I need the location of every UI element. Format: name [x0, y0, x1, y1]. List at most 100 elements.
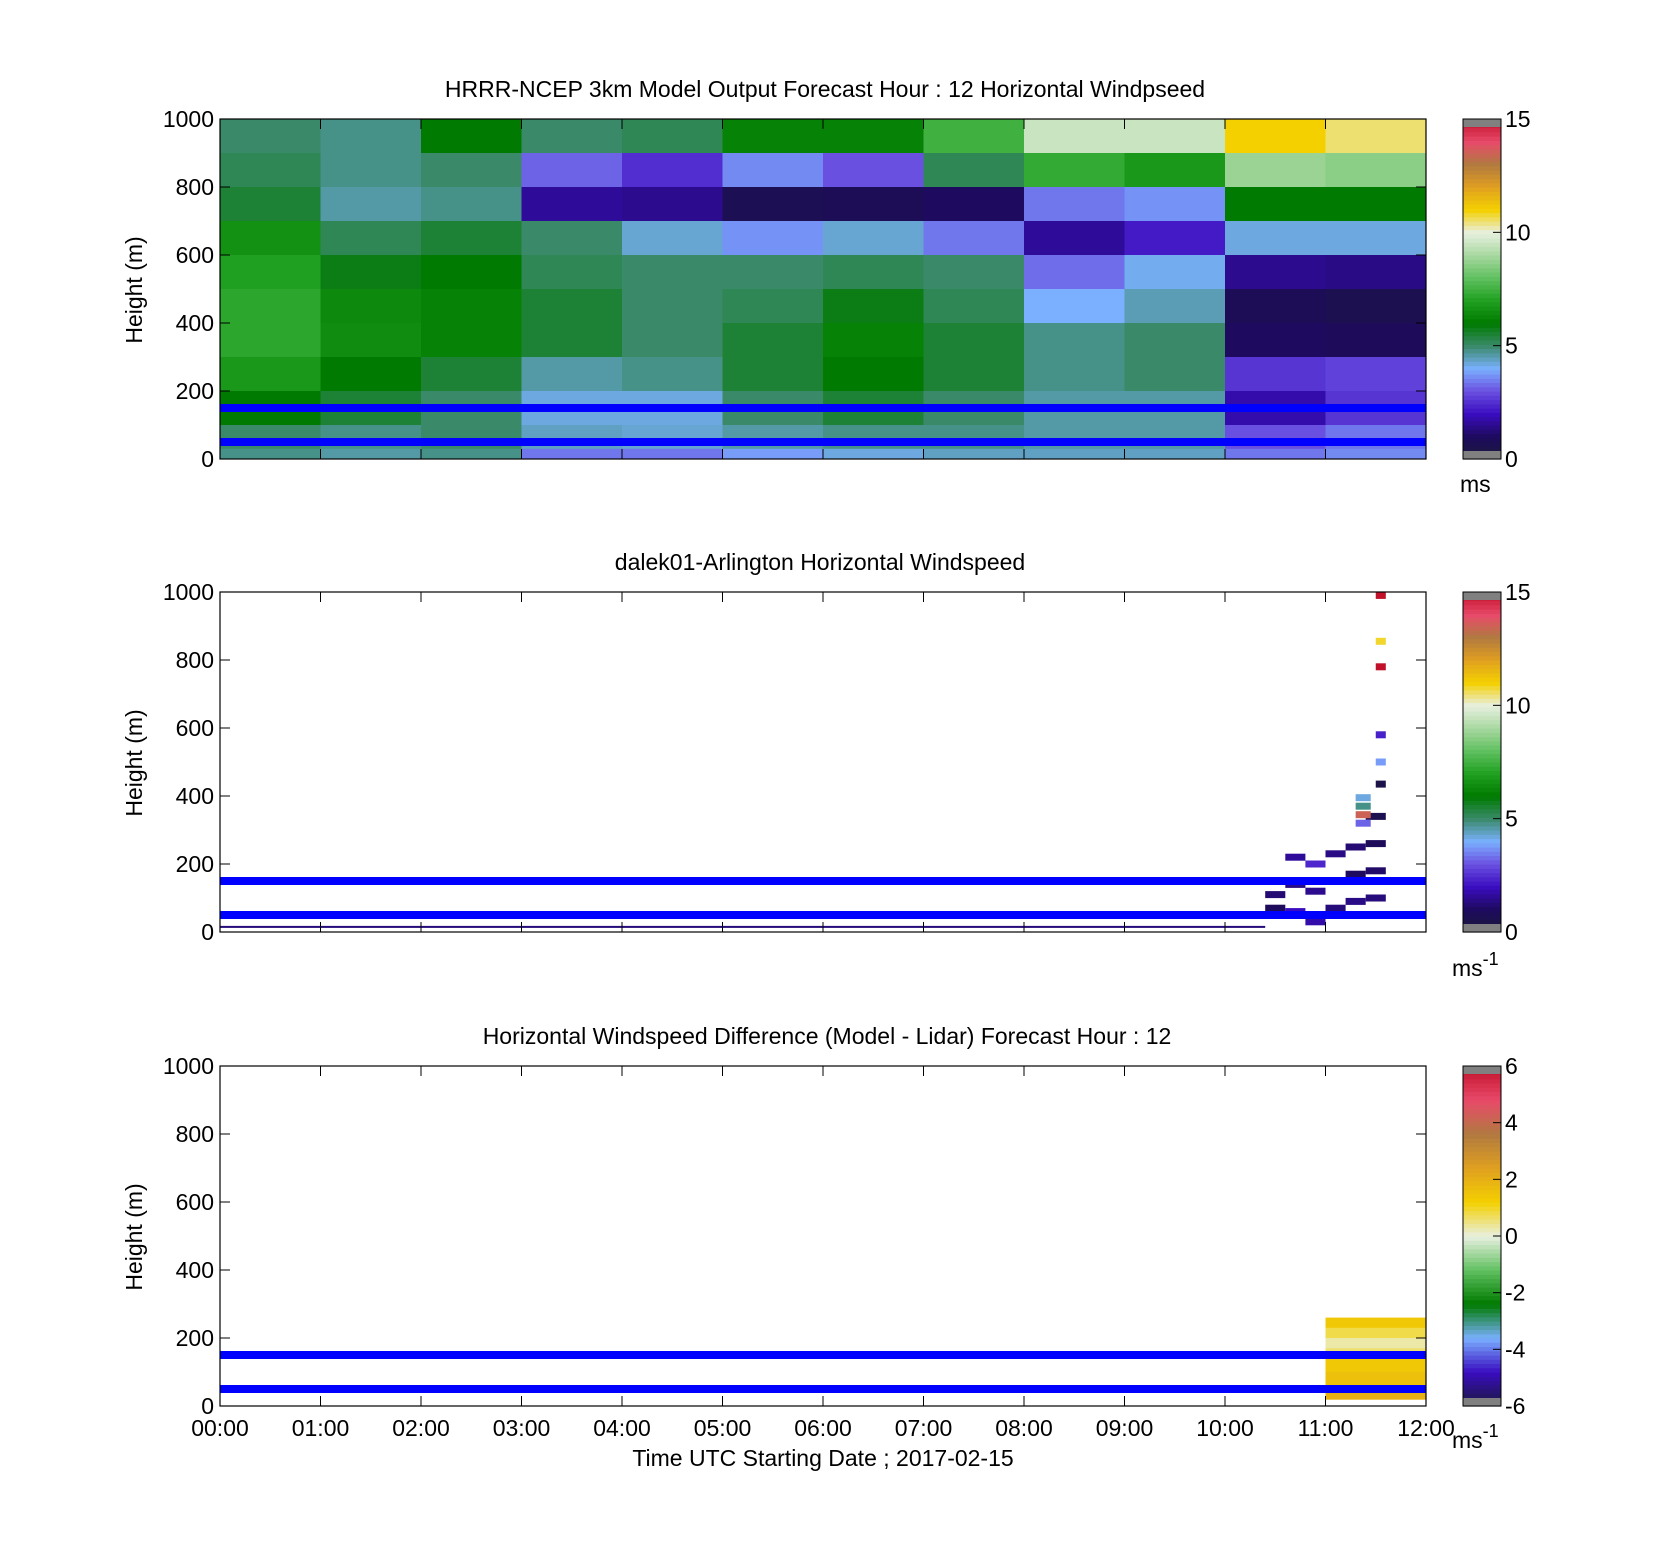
- colorbar-swatch: [1463, 1206, 1501, 1212]
- heatmap-cell: [320, 289, 422, 324]
- y-tick-label: 1000: [163, 579, 214, 605]
- colorbar-overflow: [1463, 1066, 1501, 1074]
- heatmap-cell: [220, 187, 321, 222]
- colorbar-swatch: [1463, 1346, 1501, 1352]
- colorbar-swatch: [1463, 442, 1501, 447]
- colorbar-swatch: [1463, 1172, 1501, 1178]
- colorbar-swatch: [1463, 604, 1501, 610]
- colorbar-swatch: [1463, 187, 1501, 192]
- colorbar-swatch: [1463, 787, 1501, 793]
- colorbar-swatch: [1463, 1197, 1501, 1203]
- y-axis-ticks: 0 200 400 600 800 1000: [163, 1053, 1426, 1419]
- plot-frame: [219, 591, 1427, 933]
- heatmap-cell: [1325, 255, 1427, 290]
- heatmap-cell: [1124, 323, 1226, 358]
- colorbar-swatch: [1463, 630, 1501, 636]
- heatmap-cell: [421, 323, 522, 358]
- heatmap-cell: [1325, 153, 1427, 188]
- heatmap-cell: [1225, 187, 1326, 222]
- heatmap-cell: [1225, 221, 1326, 256]
- colorbar-swatch: [1463, 199, 1501, 205]
- colorbar-swatch: [1463, 1329, 1501, 1335]
- heatmap-cell: [923, 221, 1025, 256]
- colorbar-swatch: [1463, 1117, 1501, 1122]
- guide-lines: [220, 877, 1426, 919]
- colorbar-swatch: [1463, 1265, 1501, 1271]
- colorbar-tick-label: 0: [1505, 919, 1518, 945]
- colorbar-swatch: [1463, 399, 1501, 405]
- colorbar-swatch: [1463, 745, 1501, 750]
- colorbar-swatch: [1463, 386, 1501, 392]
- x-tick-label: 04:00: [593, 1415, 651, 1441]
- lidar-segment: [1305, 860, 1326, 868]
- colorbar-swatch: [1463, 1083, 1501, 1088]
- x-tick-label: 07:00: [895, 1415, 953, 1441]
- heatmap-cell: [220, 323, 321, 358]
- y-tick-label: 200: [176, 1325, 214, 1351]
- lidar-segment: [1355, 802, 1371, 810]
- heatmap-cell: [220, 153, 321, 188]
- colorbar-swatch: [1463, 885, 1501, 891]
- heatmap-cell: [320, 323, 422, 358]
- guide-line: [220, 911, 1426, 919]
- colorbar-swatch: [1463, 1253, 1501, 1258]
- colorbar-swatch: [1463, 221, 1501, 226]
- heatmap-cell: [521, 255, 623, 290]
- panel-lidar-ylabel: Height (m): [121, 709, 147, 816]
- colorbar-swatch: [1463, 1278, 1501, 1284]
- colorbar-swatch: [1463, 1159, 1501, 1165]
- x-tick-label: 12:00: [1397, 1415, 1455, 1441]
- lidar-segment: [1265, 891, 1286, 899]
- heatmap-cell: [823, 153, 924, 188]
- colorbar-unit: ms-1: [1452, 949, 1499, 981]
- heatmap-cell: [521, 289, 623, 324]
- colorbar-swatch: [1463, 297, 1501, 303]
- colorbar-swatch: [1463, 774, 1501, 780]
- colorbar-swatch: [1463, 1108, 1501, 1114]
- colorbar-swatch: [1463, 1342, 1501, 1348]
- colorbar-unit-base: ms: [1452, 955, 1483, 981]
- colorbar-swatch: [1463, 335, 1501, 341]
- colorbar-swatch: [1463, 369, 1501, 375]
- colorbar-frame: [1462, 118, 1502, 460]
- heatmap-cell: [320, 221, 422, 256]
- heatmap-cell: [722, 289, 824, 324]
- colorbar-swatch: [1463, 391, 1501, 396]
- y-tick-label: 400: [176, 310, 214, 336]
- heatmap-cell: [1325, 187, 1427, 222]
- lidar-segment: [1305, 887, 1326, 895]
- colorbar-swatch: [1463, 1087, 1501, 1093]
- y-tick-label: 800: [176, 1121, 214, 1147]
- colorbar-swatch: [1463, 1308, 1501, 1314]
- colorbar-overflow: [1463, 592, 1501, 600]
- heatmap-cell: [722, 187, 824, 222]
- colorbar-swatch: [1463, 229, 1501, 235]
- colorbar-swatch: [1463, 225, 1501, 231]
- colorbar-swatch: [1463, 267, 1501, 273]
- colorbar-swatch: [1463, 677, 1501, 682]
- colorbar-swatch: [1463, 715, 1501, 721]
- heatmap-cell: [421, 221, 522, 256]
- colorbar-swatch: [1463, 1125, 1501, 1131]
- colorbar-swatch: [1463, 314, 1501, 320]
- heatmap-cell: [1024, 289, 1125, 324]
- panel-model: HRRR-NCEP 3km Model Output Forecast Hour…: [121, 76, 1531, 497]
- colorbar-swatch: [1463, 1350, 1501, 1356]
- heatmap-cell: [923, 289, 1025, 324]
- colorbar-swatch: [1463, 719, 1501, 725]
- colorbar-swatch: [1463, 600, 1501, 606]
- colorbar-swatch: [1463, 800, 1501, 806]
- colorbar-swatch: [1463, 694, 1501, 699]
- plot-frame: [219, 118, 1427, 460]
- colorbar-swatch: [1463, 382, 1501, 388]
- colorbar-swatch: [1463, 1168, 1501, 1173]
- colorbar-swatch: [1463, 817, 1501, 823]
- x-tick-label: 08:00: [995, 1415, 1053, 1441]
- heatmap-cell: [1124, 357, 1226, 392]
- colorbar-swatch: [1463, 242, 1501, 248]
- colorbar-swatch: [1463, 378, 1501, 384]
- colorbar-swatch: [1463, 915, 1501, 920]
- panel-difference-title: Horizontal Windspeed Difference (Model -…: [483, 1023, 1172, 1049]
- x-axis-ticks: 00:00 01:00 02:00 03:00 04:00 05:00 06:00 07:00…: [191, 1066, 1455, 1441]
